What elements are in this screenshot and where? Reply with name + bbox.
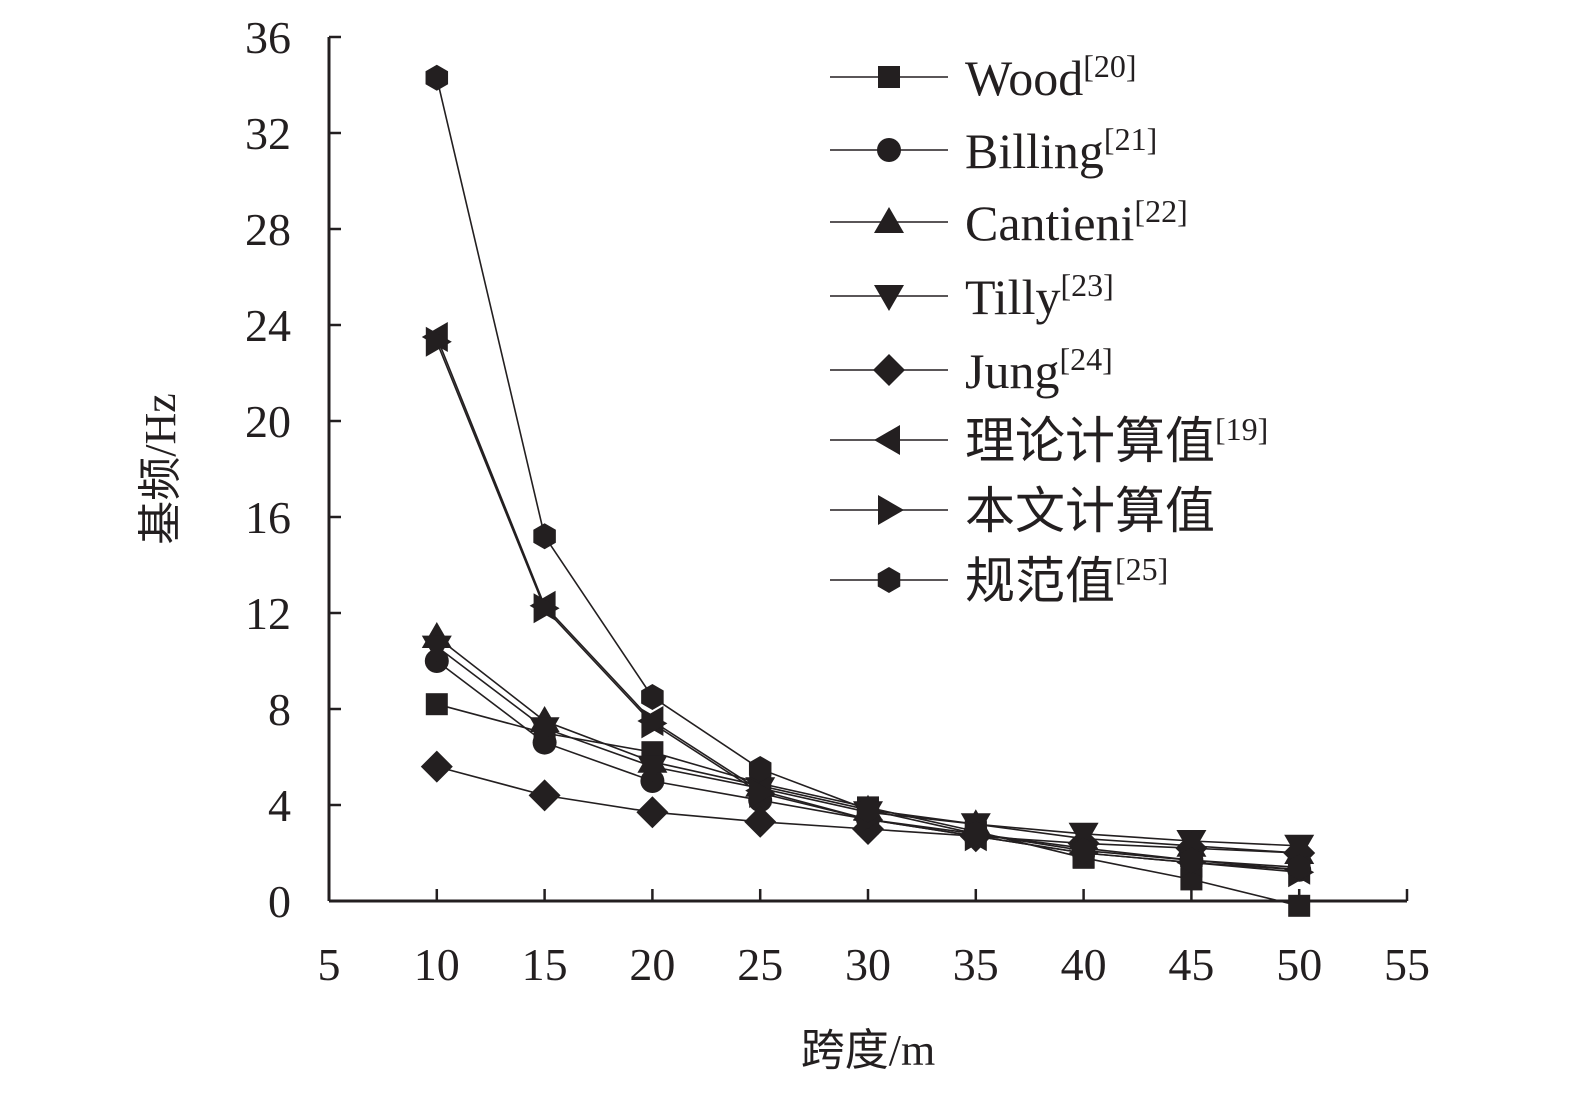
y-axis-label: 基频/Hz xyxy=(136,393,185,545)
x-tick-label: 25 xyxy=(737,939,783,990)
x-tick-label: 55 xyxy=(1384,939,1430,990)
data-point xyxy=(533,523,556,550)
data-point xyxy=(1072,837,1095,864)
data-point xyxy=(533,593,560,624)
legend-label: 理论计算值[19] xyxy=(965,411,1268,469)
legend-label: Billing[21] xyxy=(965,121,1157,179)
data-point xyxy=(749,778,776,808)
legend-item: Cantieni[22] xyxy=(830,193,1188,251)
legend-label: Tilly[23] xyxy=(965,267,1114,325)
data-point xyxy=(425,693,448,716)
series-group xyxy=(420,64,1316,917)
legend-item: Jung[24] xyxy=(830,341,1113,399)
x-tick-label: 20 xyxy=(629,939,675,990)
y-tick-label: 0 xyxy=(268,876,291,927)
x-tick-label: 10 xyxy=(414,939,460,990)
x-tick-label: 30 xyxy=(845,939,891,990)
x-tick-label: 35 xyxy=(953,939,999,990)
data-point xyxy=(425,64,449,91)
legend-label: Wood[20] xyxy=(965,48,1137,106)
legend-marker xyxy=(878,495,904,525)
data-point xyxy=(641,684,664,710)
data-point xyxy=(637,755,668,782)
data-point xyxy=(748,756,772,782)
data-point xyxy=(636,796,669,829)
legend-item: 理论计算值[19] xyxy=(830,411,1268,469)
legend-item: 规范值[25] xyxy=(830,551,1168,609)
axes: 5 10 15 20 25 30 35 40 45 50 55 0 4 8 12 16 20 24 28 32 36 xyxy=(245,12,1430,990)
series-8 xyxy=(425,64,1311,881)
data-point xyxy=(528,779,561,812)
x-tick-label: 50 xyxy=(1276,939,1322,990)
y-tick-label: 16 xyxy=(245,492,291,543)
legend-item: 本文计算值 xyxy=(830,483,1215,539)
legend-label: 本文计算值 xyxy=(965,483,1215,539)
legend-marker xyxy=(873,354,905,386)
data-point xyxy=(856,796,880,823)
x-tick-label: 45 xyxy=(1168,939,1214,990)
data-point xyxy=(420,750,453,783)
y-tick-label: 32 xyxy=(245,108,291,159)
legend-label: Cantieni[22] xyxy=(965,193,1188,251)
legend-item: Tilly[23] xyxy=(830,267,1114,325)
x-tick-label: 15 xyxy=(522,939,568,990)
data-point xyxy=(529,717,560,744)
x-axis-label: 跨度/m xyxy=(801,1026,935,1075)
x-tick-label: 40 xyxy=(1061,939,1107,990)
y-tick-label: 24 xyxy=(245,300,291,351)
y-tick-label: 28 xyxy=(245,204,291,255)
legend-marker xyxy=(874,207,904,233)
data-point xyxy=(641,708,668,739)
y-tick-label: 20 xyxy=(245,396,291,447)
y-tick-label: 8 xyxy=(268,684,291,735)
data-point xyxy=(744,805,777,838)
legend-marker xyxy=(874,285,904,311)
data-point xyxy=(1180,847,1203,874)
y-tick-label: 4 xyxy=(268,780,291,831)
legend-label: Jung[24] xyxy=(965,341,1113,399)
data-point xyxy=(1287,854,1311,881)
x-tick-label: 5 xyxy=(318,939,341,990)
y-tick-label: 36 xyxy=(245,12,291,63)
legend-marker xyxy=(874,425,900,455)
legend: Wood[20] Billing[21] Cantieni[22] Tilly[23]… xyxy=(830,48,1268,609)
data-point xyxy=(1288,894,1311,917)
legend-marker xyxy=(877,138,901,162)
legend-item: Wood[20] xyxy=(830,48,1137,106)
data-point xyxy=(425,326,452,357)
legend-item: Billing[21] xyxy=(830,121,1157,179)
data-point xyxy=(421,635,452,662)
legend-marker xyxy=(878,66,900,88)
data-point xyxy=(964,820,988,847)
y-tick-label: 12 xyxy=(245,588,291,639)
legend-marker xyxy=(877,567,901,593)
legend-label: 规范值[25] xyxy=(965,551,1168,609)
